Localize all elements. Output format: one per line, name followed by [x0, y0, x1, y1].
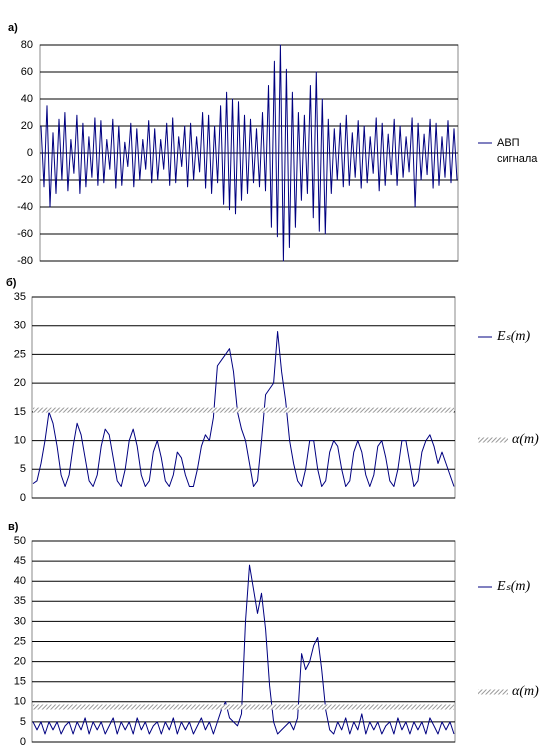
- y-tick-label: 5: [20, 716, 26, 728]
- y-tick-label: 60: [21, 66, 33, 78]
- y-tick-label: 0: [20, 492, 26, 504]
- y-tick-label: -40: [17, 201, 33, 213]
- legend-label: α(m): [512, 684, 539, 699]
- legend-label: Eₛ(m): [497, 579, 531, 594]
- y-tick-label: 40: [14, 575, 26, 587]
- legend-label: α(m): [512, 432, 539, 447]
- y-tick-label: 15: [14, 676, 26, 688]
- y-tick-label: 50: [14, 535, 26, 547]
- y-tick-label: 20: [21, 120, 33, 132]
- y-tick-label: 20: [14, 656, 26, 668]
- y-tick-label: 80: [21, 39, 33, 51]
- y-tick-label: 10: [14, 696, 26, 708]
- panel-label: б): [6, 277, 17, 289]
- y-tick-label: 10: [14, 434, 26, 446]
- y-tick-label: 35: [14, 291, 26, 303]
- y-tick-label: 0: [27, 147, 33, 159]
- y-tick-label: 25: [14, 635, 26, 647]
- y-tick-label: -20: [17, 174, 33, 186]
- signal-line: [32, 331, 455, 487]
- y-tick-label: 40: [21, 93, 33, 105]
- panel-label: а): [8, 22, 18, 34]
- y-tick-label: 45: [14, 555, 26, 567]
- signal-line: [32, 564, 455, 735]
- panel-label: в): [8, 521, 19, 533]
- y-tick-label: 35: [14, 595, 26, 607]
- y-tick-label: 0: [20, 736, 26, 746]
- y-tick-label: -80: [17, 255, 33, 267]
- legend-swatch: [478, 437, 508, 443]
- y-tick-label: 5: [20, 463, 26, 475]
- y-tick-label: 20: [14, 377, 26, 389]
- plot-area: [31, 296, 456, 499]
- y-tick-label: 25: [14, 348, 26, 360]
- signal-line: [40, 44, 458, 262]
- legend-swatch: [478, 689, 508, 695]
- legend-label: Eₛ(m): [497, 329, 531, 344]
- y-tick-label: 30: [14, 320, 26, 332]
- legend-label: АВП сигнала: [497, 137, 538, 165]
- y-tick-label: -60: [17, 228, 33, 240]
- y-tick-label: 30: [14, 615, 26, 627]
- y-tick-label: 15: [14, 406, 26, 418]
